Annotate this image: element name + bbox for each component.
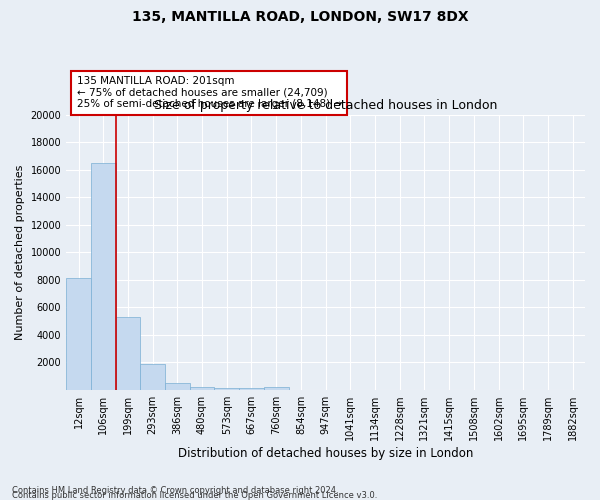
Text: 135 MANTILLA ROAD: 201sqm
← 75% of detached houses are smaller (24,709)
25% of s: 135 MANTILLA ROAD: 201sqm ← 75% of detac… [77,76,341,110]
Bar [190,387,214,390]
Bar [165,383,190,390]
Y-axis label: Number of detached properties: Number of detached properties [15,164,25,340]
Bar [66,278,91,390]
X-axis label: Distribution of detached houses by size in London: Distribution of detached houses by size … [178,447,473,460]
Text: Contains public sector information licensed under the Open Government Licence v3: Contains public sector information licen… [12,490,377,500]
Bar [91,163,116,390]
Bar [214,388,239,390]
Text: Contains HM Land Registry data © Crown copyright and database right 2024.: Contains HM Land Registry data © Crown c… [12,486,338,495]
Bar [264,387,289,390]
Bar [140,364,165,390]
Text: 135, MANTILLA ROAD, LONDON, SW17 8DX: 135, MANTILLA ROAD, LONDON, SW17 8DX [131,10,469,24]
Bar [116,317,140,390]
Bar [239,388,264,390]
Title: Size of property relative to detached houses in London: Size of property relative to detached ho… [154,100,497,112]
